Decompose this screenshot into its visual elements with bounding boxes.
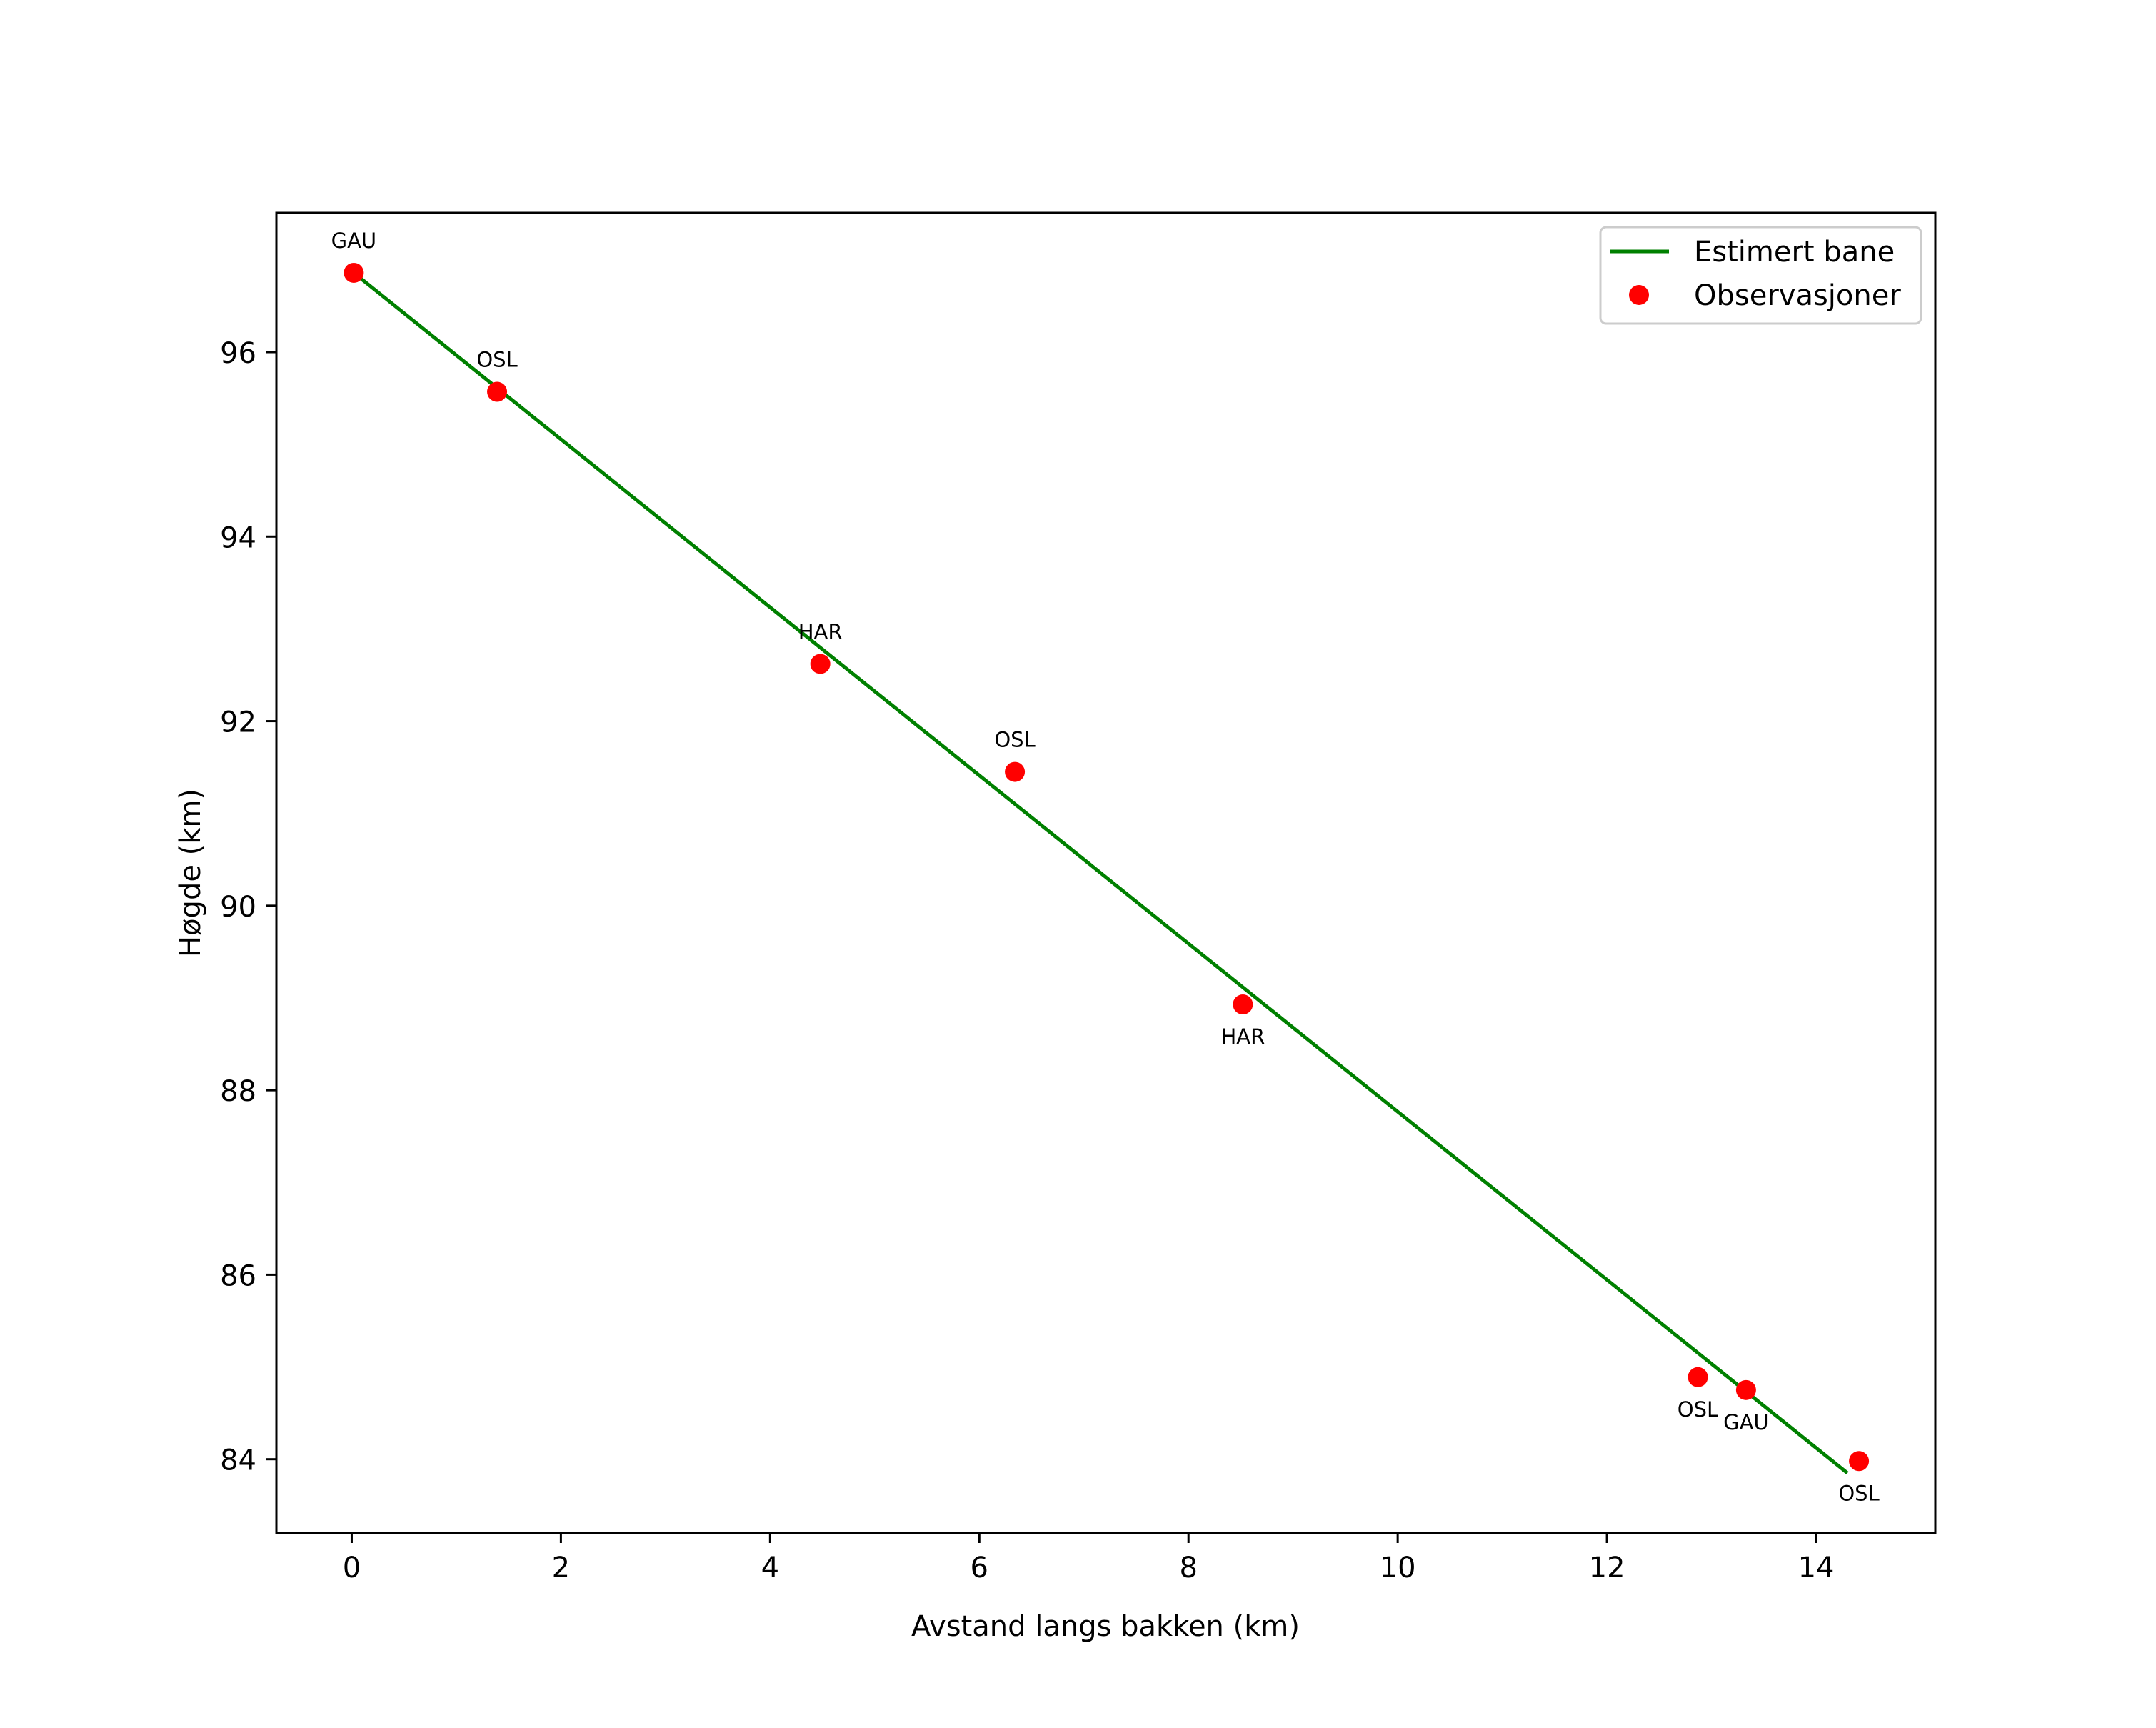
- y-tick-label: 92: [220, 706, 256, 739]
- observation-marker: [1735, 1379, 1756, 1400]
- y-axis-label: Høgde (km): [174, 789, 207, 957]
- x-tick-label: 0: [343, 1552, 361, 1584]
- y-tick-label: 96: [220, 337, 256, 370]
- x-axis-ticks: 0 2 4 6 8 10 12 14: [343, 1533, 1835, 1584]
- station-label: HAR: [798, 619, 843, 644]
- y-tick-label: 94: [220, 521, 256, 554]
- observation-marker: [344, 262, 364, 283]
- x-tick-label: 10: [1380, 1552, 1416, 1584]
- observation-points: [344, 262, 1870, 1472]
- legend-label-estimated: Estimert bane: [1694, 236, 1895, 269]
- x-tick-label: 14: [1798, 1552, 1835, 1584]
- observation-marker: [487, 381, 508, 402]
- legend-marker-icon: [1629, 285, 1649, 305]
- observation-marker: [1005, 761, 1026, 782]
- observation-marker: [1849, 1451, 1870, 1472]
- station-label: HAR: [1220, 1024, 1265, 1049]
- legend-box: [1599, 226, 1922, 325]
- y-tick-label: 84: [220, 1444, 256, 1477]
- station-label: GAU: [331, 229, 377, 253]
- estimated-trajectory-line: [352, 271, 1849, 1475]
- observation-marker: [810, 654, 831, 674]
- y-tick-label: 90: [220, 891, 256, 924]
- station-label: OSL: [1838, 1481, 1879, 1505]
- estimated-trajectory-path: [352, 271, 1849, 1475]
- x-tick-label: 4: [761, 1552, 779, 1584]
- station-label: OSL: [476, 348, 517, 372]
- station-label: GAU: [1723, 1410, 1769, 1434]
- legend: Estimert bane Observasjoner: [1599, 226, 1922, 325]
- observation-marker: [1233, 994, 1253, 1015]
- station-label: OSL: [1678, 1397, 1718, 1422]
- y-tick-label: 86: [220, 1259, 256, 1292]
- x-axis-label: Avstand langs bakken (km): [911, 1610, 1300, 1643]
- x-tick-label: 6: [971, 1552, 988, 1584]
- x-tick-label: 2: [552, 1552, 570, 1584]
- x-tick-label: 8: [1179, 1552, 1197, 1584]
- observation-marker: [1688, 1367, 1708, 1387]
- y-tick-label: 88: [220, 1075, 256, 1108]
- legend-label-observations: Observasjoner: [1694, 279, 1901, 312]
- x-tick-label: 12: [1589, 1552, 1625, 1584]
- y-axis-ticks: 84 86 88 90 92 94 96: [220, 337, 276, 1477]
- axes-frame: [275, 211, 1937, 1534]
- station-label: OSL: [994, 728, 1035, 752]
